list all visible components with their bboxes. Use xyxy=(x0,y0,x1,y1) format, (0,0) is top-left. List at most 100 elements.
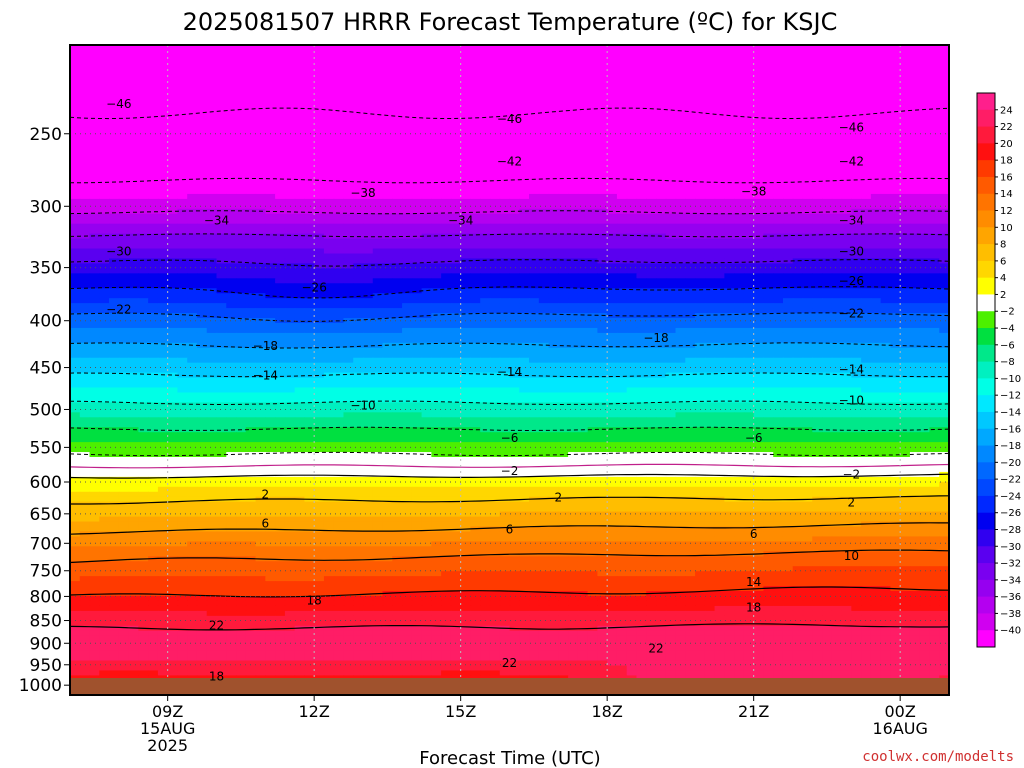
heat-cell xyxy=(704,243,716,250)
heat-cell xyxy=(782,183,794,190)
heat-cell xyxy=(831,243,843,250)
heat-cell xyxy=(314,238,325,245)
heat-cell xyxy=(939,84,949,91)
heat-cell xyxy=(792,183,804,190)
heat-cell xyxy=(70,69,81,76)
heat-cell xyxy=(646,223,657,230)
heat-cell xyxy=(831,99,843,106)
heat-cell xyxy=(431,139,442,145)
heat-cell xyxy=(763,74,774,81)
heat-cell xyxy=(314,303,325,309)
heat-cell xyxy=(79,64,91,71)
heat-cell xyxy=(148,233,159,240)
heat-cell xyxy=(822,193,833,200)
heat-cell xyxy=(880,183,891,190)
heat-cell xyxy=(509,193,520,200)
heat-cell xyxy=(792,313,804,319)
heat-cell xyxy=(460,303,472,309)
heat-cell xyxy=(245,84,257,91)
heat-cell xyxy=(900,208,911,215)
heat-cell xyxy=(558,193,569,200)
heat-cell xyxy=(265,298,276,304)
heat-cell xyxy=(460,308,472,314)
heat-cell xyxy=(226,49,237,56)
heat-cell xyxy=(284,119,296,126)
heat-cell xyxy=(538,253,550,260)
heat-cell xyxy=(499,49,511,56)
heat-cell xyxy=(441,169,452,175)
heat-cell xyxy=(148,193,159,200)
heat-cell xyxy=(148,288,159,294)
heat-cell xyxy=(607,104,618,111)
heat-cell xyxy=(577,179,589,185)
heat-cell xyxy=(206,298,218,304)
heat-cell xyxy=(870,188,882,195)
heat-cell xyxy=(782,149,794,155)
heat-cell xyxy=(900,139,911,145)
heat-cell xyxy=(704,238,716,245)
heat-cell xyxy=(304,179,315,185)
heat-cell xyxy=(636,293,647,299)
heat-cell xyxy=(548,183,559,190)
heat-cell xyxy=(548,174,559,180)
heat-cell xyxy=(509,213,520,220)
heat-cell xyxy=(206,223,218,230)
heat-cell xyxy=(587,124,598,130)
heat-cell xyxy=(548,114,559,121)
heat-cell xyxy=(118,293,130,299)
heat-cell xyxy=(675,109,686,116)
heat-cell xyxy=(616,233,628,240)
heat-cell xyxy=(597,94,608,101)
heat-cell xyxy=(363,109,374,116)
heat-cell xyxy=(79,94,91,101)
heat-cell xyxy=(519,183,530,190)
heat-cell xyxy=(89,114,100,121)
heat-cell xyxy=(411,308,423,314)
heat-cell xyxy=(548,154,559,160)
heat-cell xyxy=(157,253,169,260)
heat-cell xyxy=(656,109,667,116)
heat-cell xyxy=(724,179,735,185)
heat-cell xyxy=(431,119,442,126)
heat-cell xyxy=(919,288,931,294)
heat-cell xyxy=(226,198,237,205)
heat-cell xyxy=(626,288,638,294)
heat-cell xyxy=(919,278,931,284)
heat-cell xyxy=(382,114,393,121)
heat-cell xyxy=(646,288,657,294)
heat-cell xyxy=(480,99,491,106)
heat-cell xyxy=(148,144,159,150)
heat-cell xyxy=(636,228,647,235)
heat-cell xyxy=(695,213,706,220)
heat-cell xyxy=(880,154,891,160)
heat-cell xyxy=(177,238,188,245)
heat-cell xyxy=(489,164,501,170)
heat-cell xyxy=(392,273,403,279)
heat-cell xyxy=(245,99,257,106)
heat-cell xyxy=(597,223,608,230)
heat-cell xyxy=(919,293,931,299)
heat-cell xyxy=(294,263,305,269)
heat-cell xyxy=(529,69,540,76)
heat-cell xyxy=(509,253,520,260)
heat-cell xyxy=(284,213,296,220)
heat-cell xyxy=(665,104,677,111)
heat-cell xyxy=(333,208,345,215)
heat-cell xyxy=(753,268,765,274)
heat-cell xyxy=(333,193,345,200)
heat-cell xyxy=(929,104,940,111)
heat-cell xyxy=(128,104,139,111)
heat-cell xyxy=(773,104,784,111)
heat-cell xyxy=(909,233,921,240)
heat-cell xyxy=(470,134,481,140)
heat-cell xyxy=(519,45,530,51)
heat-cell xyxy=(714,89,725,96)
heat-cell xyxy=(245,293,257,299)
heat-cell xyxy=(265,159,276,165)
heat-cell xyxy=(704,124,716,130)
heat-cell xyxy=(861,129,872,135)
heat-cell xyxy=(284,94,296,101)
heat-cell xyxy=(79,79,91,86)
heat-cell xyxy=(196,164,208,170)
heat-cell xyxy=(714,263,725,269)
